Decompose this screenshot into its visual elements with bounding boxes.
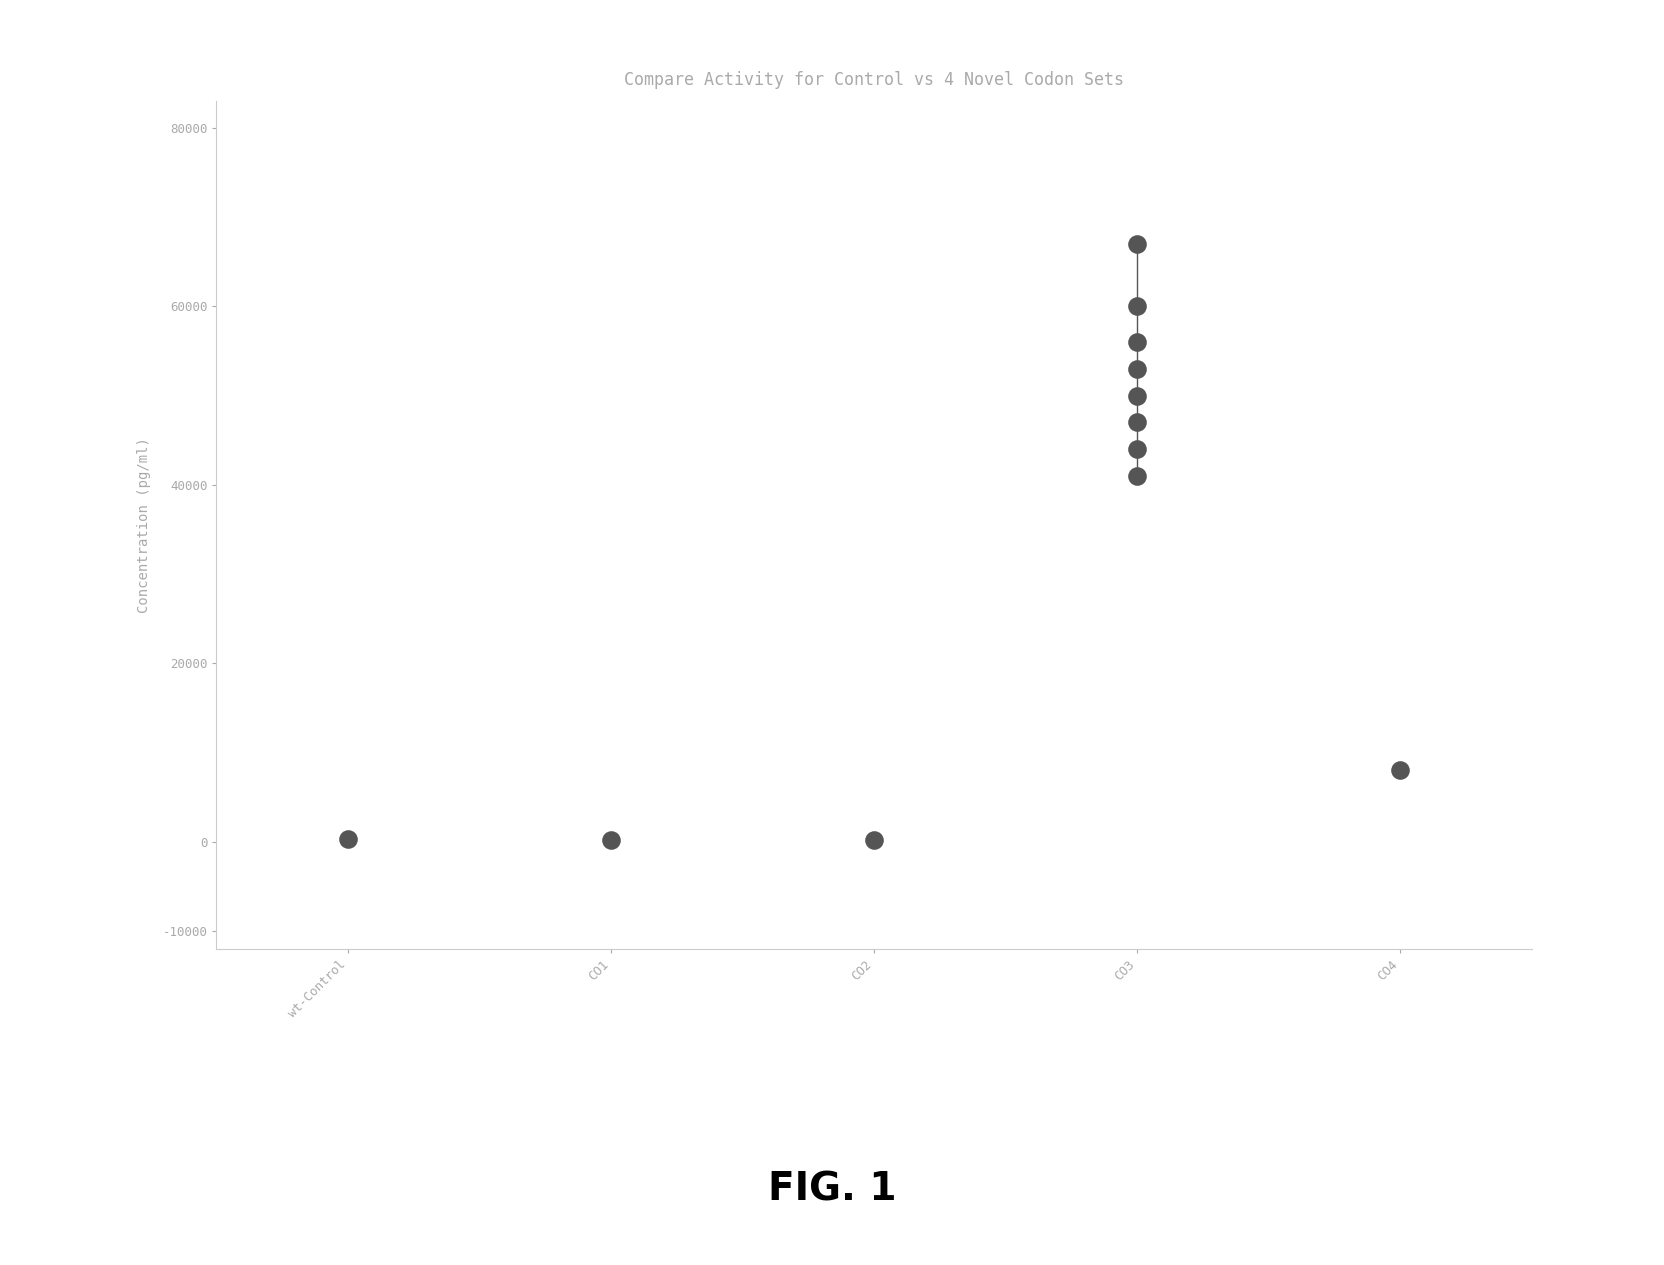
Point: [1386, 760, 1413, 781]
Point: [1123, 386, 1150, 406]
Title: Compare Activity for Control vs 4 Novel Codon Sets: Compare Activity for Control vs 4 Novel …: [624, 71, 1123, 89]
Point: [1123, 439, 1150, 459]
Point: [860, 830, 887, 850]
Point: [1123, 412, 1150, 433]
Point: [334, 829, 361, 849]
Text: FIG. 1: FIG. 1: [767, 1170, 897, 1208]
Point: [1123, 331, 1150, 352]
Point: [1123, 234, 1150, 254]
Point: [1123, 359, 1150, 380]
Point: [1123, 296, 1150, 316]
Point: [1123, 466, 1150, 486]
Point: [597, 830, 624, 850]
Y-axis label: Concentration (pg/ml): Concentration (pg/ml): [136, 436, 151, 614]
